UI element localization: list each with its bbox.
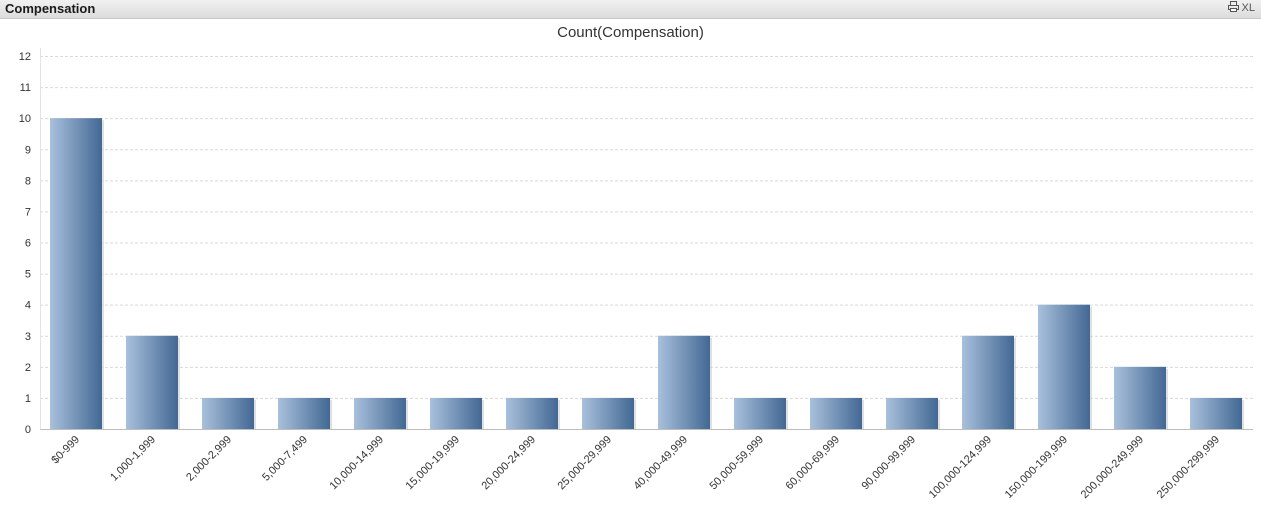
x-tick-label: 2,000-2,999: [184, 434, 234, 484]
x-tick-label: 1,000-1,999: [108, 434, 158, 484]
window-title: Compensation: [5, 1, 96, 16]
x-tick-label: 10,000-14,999: [327, 434, 386, 493]
x-tick-label: $0-999: [49, 434, 82, 467]
y-tick-label: 4: [25, 300, 31, 312]
bar[interactable]: [886, 397, 938, 429]
y-tick-label: 1: [25, 393, 31, 405]
bar[interactable]: [506, 397, 558, 429]
x-tick-label: 250,000-299,999: [1155, 434, 1222, 501]
y-tick-label: 5: [25, 269, 31, 281]
bar[interactable]: [430, 397, 482, 429]
window-tools: XL: [1227, 1, 1255, 15]
window-titlebar: Compensation XL: [0, 0, 1261, 19]
x-tick-label: 90,000-99,999: [859, 434, 918, 493]
x-tick-label: 20,000-24,999: [479, 434, 538, 493]
y-tick-label: 11: [20, 82, 31, 94]
x-tick-label: 50,000-59,999: [707, 434, 766, 493]
bar[interactable]: [1114, 366, 1166, 429]
bar[interactable]: [810, 397, 862, 429]
bar[interactable]: [962, 335, 1014, 429]
y-tick-label: 7: [25, 206, 31, 218]
y-tick-label: 8: [25, 175, 31, 187]
bar[interactable]: [202, 397, 254, 429]
export-excel-button[interactable]: XL: [1241, 2, 1255, 14]
x-tick-label: 5,000-7,499: [260, 434, 310, 484]
x-tick-label: 150,000-199,999: [1003, 434, 1070, 501]
x-tick-label: 40,000-49,999: [631, 434, 690, 493]
x-tick-label: 25,000-29,999: [555, 434, 614, 493]
y-tick-label: 9: [25, 144, 31, 156]
bar[interactable]: [126, 335, 178, 429]
y-tick-label: 12: [19, 51, 31, 63]
bar[interactable]: [1190, 397, 1242, 429]
bar[interactable]: [658, 335, 710, 429]
bar[interactable]: [582, 397, 634, 429]
printer-icon[interactable]: [1227, 1, 1239, 15]
chart-title: Count(Compensation): [557, 24, 704, 41]
y-tick-label: 6: [25, 238, 31, 250]
y-tick-label: 10: [19, 113, 31, 125]
y-tick-label: 2: [25, 362, 31, 374]
x-tick-label: 15,000-19,999: [403, 434, 462, 493]
x-tick-label: 60,000-69,999: [783, 434, 842, 493]
bar[interactable]: [1038, 304, 1090, 429]
bar[interactable]: [354, 397, 406, 429]
y-tick-label: 0: [25, 424, 31, 436]
bar[interactable]: [734, 397, 786, 429]
bar[interactable]: [50, 118, 102, 430]
x-tick-label: 100,000-124,999: [927, 434, 994, 501]
y-tick-label: 3: [25, 331, 31, 343]
bar[interactable]: [278, 397, 330, 429]
x-tick-label: 200,000-249,999: [1079, 434, 1146, 501]
